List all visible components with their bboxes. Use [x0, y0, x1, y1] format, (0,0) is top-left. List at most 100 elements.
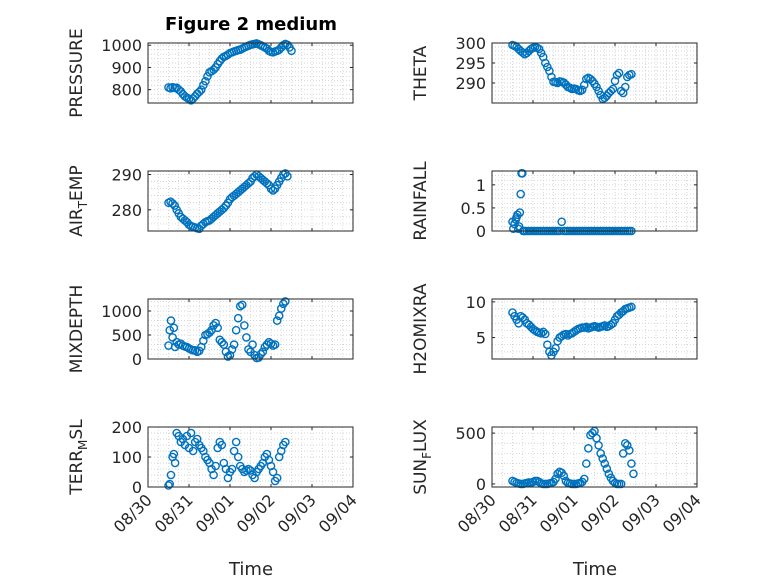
y-tick-label: 1 [476, 176, 486, 195]
axes-frame [147, 170, 354, 232]
axes-frame [491, 42, 698, 104]
x-tick-label: 09/01 [192, 490, 238, 536]
x-tick-label: 09/03 [274, 490, 320, 536]
y-axis-label: PRESSURE [67, 28, 87, 117]
data-point [186, 428, 196, 438]
data-point [223, 352, 233, 361]
data-point [213, 323, 222, 333]
x-axis-label-right: Time [572, 559, 617, 580]
data-point [201, 76, 210, 86]
data-point [266, 339, 276, 348]
y-tick-label: 1000 [101, 302, 142, 321]
data-point [584, 444, 593, 453]
data-point [235, 301, 245, 311]
data-point [227, 464, 237, 474]
data-point [219, 203, 229, 213]
y-tick-label: 500 [455, 424, 486, 443]
data-point [244, 179, 253, 188]
x-tick-label: 09/04 [659, 490, 705, 536]
data-point [547, 72, 556, 82]
y-axis-label: RAINFALL [411, 161, 431, 241]
data-point [266, 184, 276, 193]
data-point [242, 466, 251, 475]
data-point [272, 316, 282, 325]
data-point [229, 446, 239, 456]
data-point [196, 85, 206, 94]
panel-mixdepth: 0 500 1000 MIXDEPTH [67, 285, 354, 373]
data-point [188, 446, 198, 456]
data-point [194, 87, 204, 97]
data-point [262, 340, 272, 349]
data-point [170, 458, 180, 468]
panel-sun-flux: 0 500 SUNFLUX 08/3008/3109/0109/0209/0309/0… [411, 419, 705, 537]
data-point [563, 331, 573, 340]
axes-frame [491, 298, 698, 360]
data-point [233, 452, 243, 462]
y-axis-label: THETA [411, 45, 431, 101]
data-point [620, 438, 630, 448]
axes-frame [491, 426, 698, 488]
data-point [612, 70, 622, 80]
data-point [272, 473, 282, 483]
data-point [616, 479, 626, 489]
data-point [281, 297, 290, 306]
panel-rainfall: 0 0.5 1 RAINFALL [411, 161, 698, 241]
y-tick-label: 5 [476, 329, 486, 348]
data-point [217, 440, 227, 450]
data-point [551, 474, 560, 484]
data-point [513, 210, 522, 220]
y-tick-label: 0 [476, 222, 486, 241]
data-point [258, 347, 268, 357]
data-point [165, 479, 175, 489]
y-tick-label: 100 [111, 448, 142, 467]
data-point [561, 329, 571, 339]
data-point [518, 313, 528, 322]
data-point [606, 86, 616, 96]
data-point [268, 186, 278, 195]
y-tick-label: 200 [111, 418, 142, 437]
data-point [608, 84, 618, 94]
data-point [168, 199, 177, 208]
y-tick-label: 1000 [101, 36, 142, 55]
data-point [598, 454, 608, 463]
data-point [557, 331, 567, 341]
panel-pressure: 800 900 1000 PRESSURE [67, 28, 354, 118]
data-point [627, 459, 636, 468]
data-point [166, 470, 176, 480]
data-point [602, 464, 612, 473]
data-point [217, 337, 227, 347]
data-point [577, 85, 587, 95]
x-axis-label-left: Time [228, 559, 273, 580]
data-point [170, 201, 179, 210]
axes-frame [147, 42, 354, 104]
data-point [559, 471, 569, 481]
y-tick-label: 290 [111, 166, 142, 185]
data-point [276, 304, 286, 313]
data-point [244, 464, 253, 474]
data-point [623, 441, 632, 450]
x-tick-label: 09/02 [577, 490, 623, 536]
data-point [536, 328, 546, 338]
data-point [553, 78, 562, 88]
data-point [209, 470, 218, 480]
y-tick-label: 10 [466, 293, 486, 312]
y-tick-label: 0 [132, 478, 142, 497]
y-tick-label: 0 [132, 350, 142, 369]
data-point [620, 82, 630, 92]
data-point [588, 428, 597, 438]
data-point [600, 321, 610, 330]
data-point [205, 328, 214, 337]
panel-terr-msl: 0 100 200 TERRMSL 08/3008/3109/0109/0209/030… [67, 418, 361, 536]
x-tick-label: 09/01 [536, 490, 582, 536]
x-tick-label: 09/02 [233, 490, 279, 536]
data-point [283, 171, 292, 181]
data-point [600, 459, 610, 468]
data-point [606, 320, 616, 330]
data-point [209, 65, 218, 74]
y-axis-label: AIRTEMP [67, 165, 90, 236]
data-point [211, 318, 220, 328]
data-point [268, 467, 278, 477]
data-point [270, 340, 280, 349]
x-tick-label: 08/31 [495, 490, 541, 536]
